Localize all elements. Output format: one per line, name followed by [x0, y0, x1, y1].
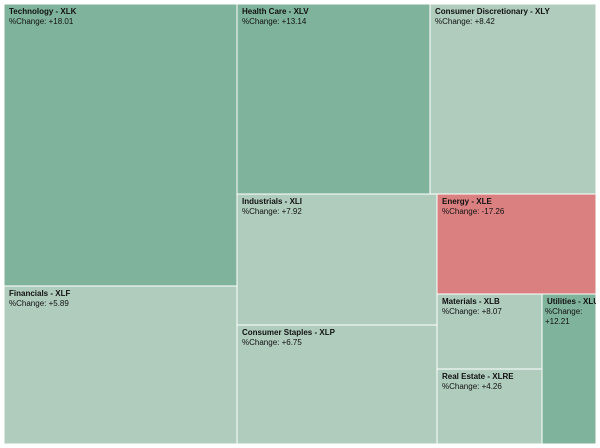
tile-health-care-xlv: Health Care - XLV%Change: +13.14	[236, 3, 431, 195]
tile-value: %Change: +4.26	[442, 382, 502, 391]
tile-rect	[3, 285, 238, 445]
tile-value: %Change: +5.89	[9, 299, 69, 308]
tile-rect	[542, 294, 596, 444]
tile-rect	[436, 193, 597, 295]
tile-utilities-xlu: Utilities - XLU%Change:+12.21	[542, 294, 599, 444]
tile-value-label: %Change:	[545, 307, 582, 316]
tile-consumer-staples-xlp: Consumer Staples - XLP%Change: +6.75	[236, 324, 438, 445]
tile-value: %Change: +13.14	[242, 17, 307, 26]
tile-consumer-discretionary-xly: Consumer Discretionary - XLY%Change: +8.…	[429, 3, 597, 195]
tile-value: %Change: +8.42	[435, 17, 495, 26]
tile-industrials-xli: Industrials - XLI%Change: +7.92	[236, 193, 438, 326]
tile-energy-xle: Energy - XLE%Change: -17.26	[436, 193, 597, 295]
tile-rect	[236, 193, 438, 326]
tile-label: Consumer Staples - XLP	[242, 328, 336, 337]
tile-rect	[3, 3, 238, 287]
tile-label: Technology - XLK	[9, 7, 77, 16]
tile-value: %Change: +6.75	[242, 338, 302, 347]
tile-value: %Change: -17.26	[442, 207, 505, 216]
tile-label: Materials - XLB	[442, 297, 500, 306]
tile-label: Consumer Discretionary - XLY	[435, 7, 551, 16]
tile-value: %Change: +8.07	[442, 307, 502, 316]
tile-financials-xlf: Financials - XLF%Change: +5.89	[3, 285, 238, 445]
tile-value: %Change: +7.92	[242, 207, 302, 216]
tile-technology-xlk: Technology - XLK%Change: +18.01	[3, 3, 238, 287]
tile-label: Real Estate - XLRE	[442, 372, 514, 381]
tile-rect	[236, 324, 438, 445]
tile-label: Energy - XLE	[442, 197, 492, 206]
tile-label: Financials - XLF	[9, 289, 70, 298]
tile-rect	[436, 368, 543, 445]
tile-real-estate-xlre: Real Estate - XLRE%Change: +4.26	[436, 368, 543, 445]
tile-value: %Change: +18.01	[9, 17, 74, 26]
tile-label: Industrials - XLI	[242, 197, 302, 206]
tile-rect	[436, 293, 543, 370]
tile-label: Utilities - XLU	[547, 297, 599, 306]
tile-value: +12.21	[545, 317, 570, 326]
tile-materials-xlb: Materials - XLB%Change: +8.07	[436, 293, 543, 370]
tile-rect	[236, 3, 431, 195]
tile-label: Health Care - XLV	[242, 7, 309, 16]
tile-rect	[429, 3, 597, 195]
